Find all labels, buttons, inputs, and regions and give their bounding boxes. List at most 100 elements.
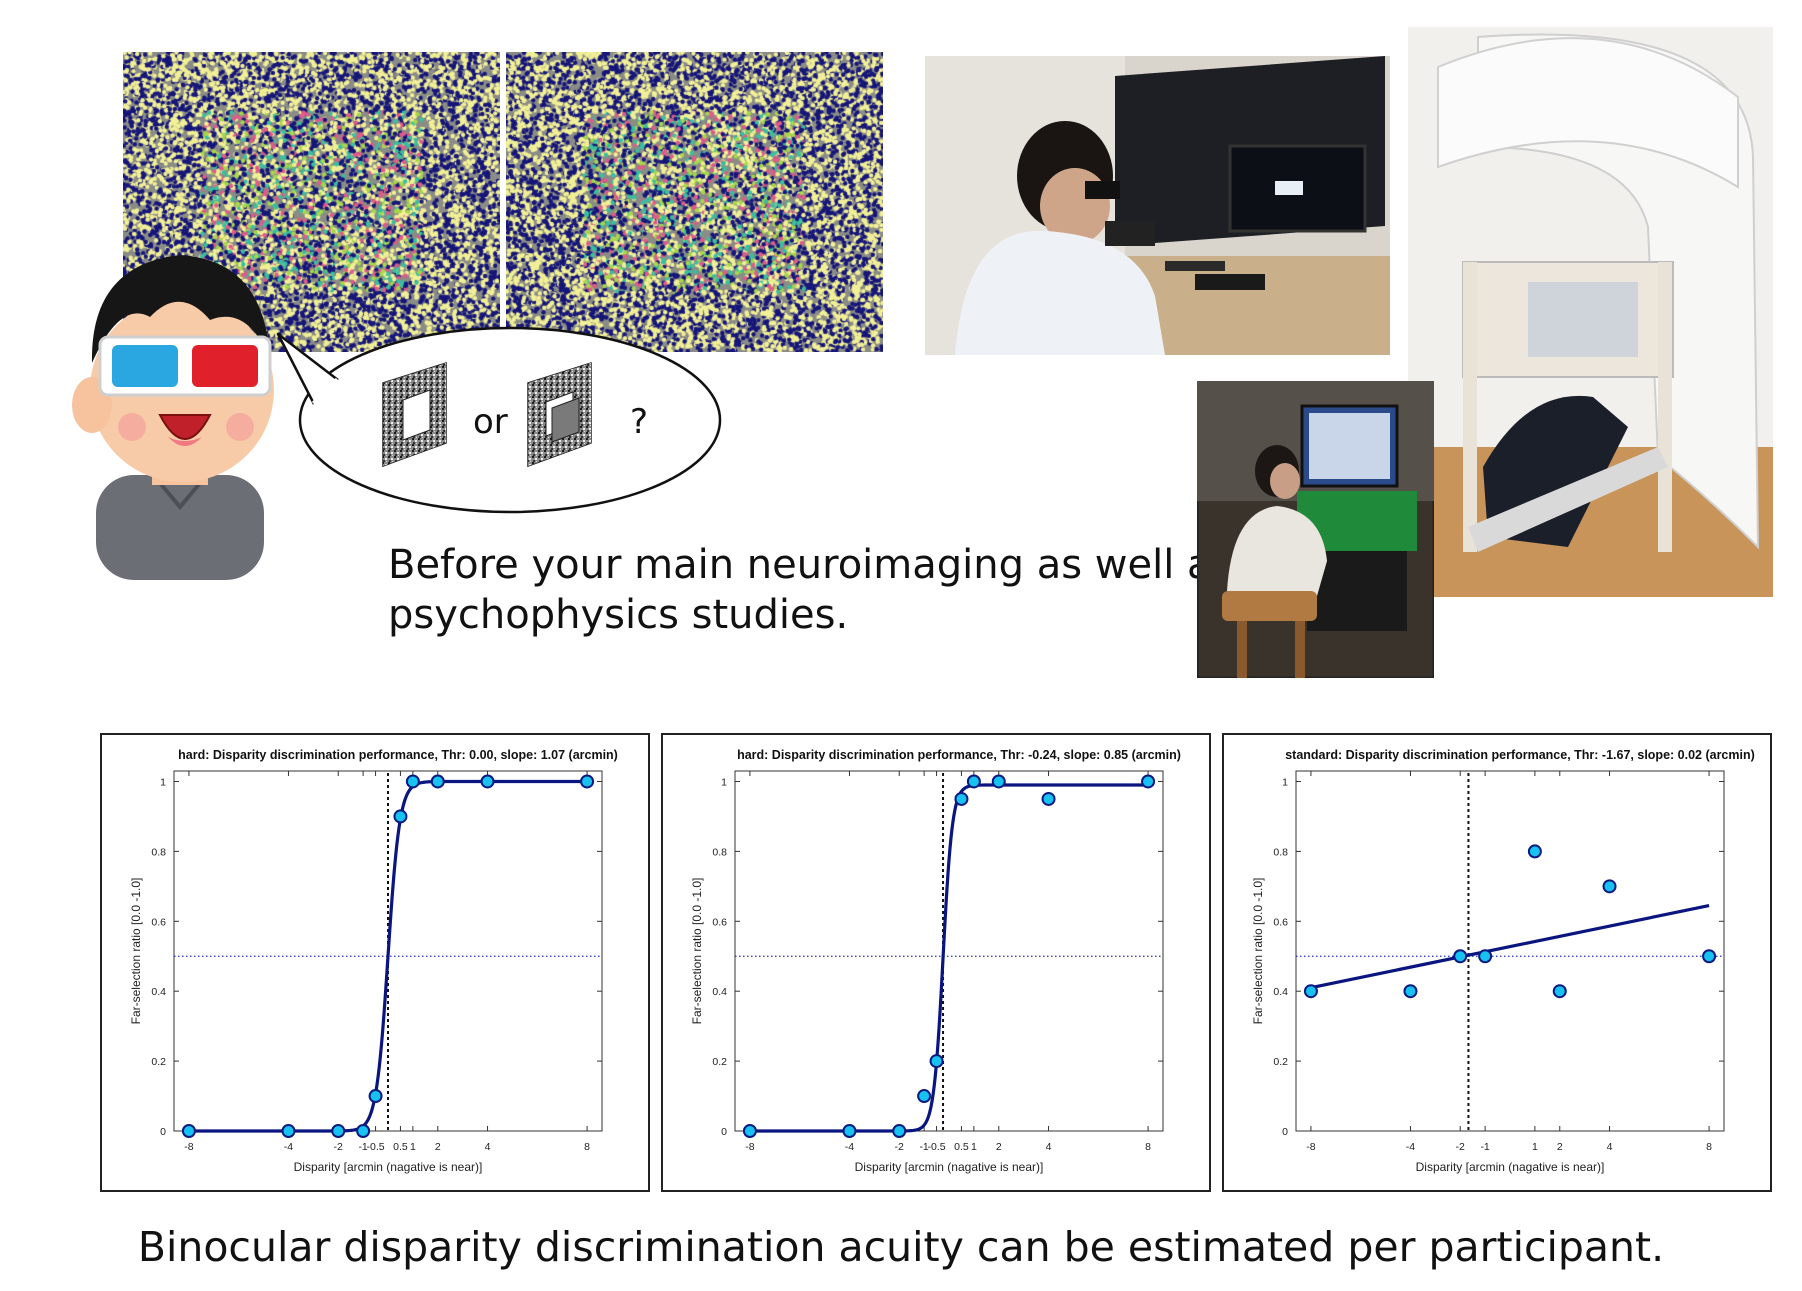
data-point xyxy=(480,774,495,789)
data-point xyxy=(281,1124,296,1138)
plot-axes-box xyxy=(173,770,603,1132)
caption-top-line2: psychophysics studies. xyxy=(388,592,849,638)
plot-title: hard: Disparity discrimination performan… xyxy=(737,748,1181,762)
y-axis-label: Far-selection ratio [0.0 -1.0] xyxy=(129,878,143,1025)
boy-with-3d-glasses-icon xyxy=(72,255,274,580)
y-tick-label: 0.8 xyxy=(712,846,727,858)
data-point xyxy=(1303,984,1318,999)
x-tick-label: -8 xyxy=(745,1141,754,1153)
data-point xyxy=(393,809,408,824)
y-tick-label: 0.4 xyxy=(1273,986,1288,998)
y-tick-label: 0 xyxy=(160,1126,166,1138)
shirt-shape xyxy=(96,475,264,580)
x-tick-label: -8 xyxy=(184,1141,193,1153)
fitted-curve xyxy=(188,779,588,1133)
near-square-stimulus-icon xyxy=(382,361,447,468)
y-axis-label: Far-selection ratio [0.0 -1.0] xyxy=(690,878,704,1025)
data-point xyxy=(1403,984,1418,999)
far-square-stimulus-icon xyxy=(527,361,592,468)
y-tick-label: 1 xyxy=(160,776,166,788)
plot-panel-2: hard: Disparity discrimination performan… xyxy=(661,733,1211,1192)
plot-panel-1: hard: Disparity discrimination performan… xyxy=(100,733,650,1192)
caption-bottom: Binocular disparity discrimination acuit… xyxy=(137,1223,1665,1271)
data-point xyxy=(991,774,1006,789)
caption-top: Before your main neuroimaging as well as… xyxy=(388,540,1232,640)
x-tick-label: -1 xyxy=(1480,1141,1489,1153)
x-axis-label: Disparity [arcmin (nagative is near)] xyxy=(294,1160,483,1174)
data-point xyxy=(917,1089,932,1104)
x-tick-label: 1 xyxy=(971,1141,977,1153)
data-point xyxy=(430,774,445,789)
y-tick-label: 0.8 xyxy=(1273,846,1288,858)
x-tick-label: -0.5 xyxy=(367,1141,385,1153)
y-tick-label: 0.2 xyxy=(151,1056,166,1068)
x-tick-label: -2 xyxy=(1456,1141,1465,1153)
psychometric-plot-2: hard: Disparity discrimination performan… xyxy=(690,748,1181,1174)
plot-axes-box xyxy=(734,770,1164,1132)
glasses-red-lens xyxy=(192,345,258,387)
x-tick-label: 4 xyxy=(1607,1141,1613,1153)
bubble-or-text: or xyxy=(473,402,508,442)
x-tick-label: -4 xyxy=(1406,1141,1415,1153)
x-tick-label: -4 xyxy=(284,1141,293,1153)
x-axis-label: Disparity [arcmin (nagative is near)] xyxy=(1416,1160,1605,1174)
fitted-curve xyxy=(749,783,1149,1133)
x-tick-label: 2 xyxy=(996,1141,1002,1153)
y-tick-label: 0.2 xyxy=(712,1056,727,1068)
x-tick-label: 2 xyxy=(1557,1141,1563,1153)
x-tick-label: -0.5 xyxy=(928,1141,946,1153)
x-tick-label: 2 xyxy=(435,1141,441,1153)
plot-title: hard: Disparity discrimination performan… xyxy=(178,748,618,762)
x-tick-label: 8 xyxy=(1706,1141,1712,1153)
data-point xyxy=(954,791,969,806)
y-tick-label: 1 xyxy=(1282,776,1288,788)
data-point xyxy=(1527,844,1542,859)
data-point xyxy=(405,774,420,789)
data-point xyxy=(742,1124,757,1138)
data-point xyxy=(1702,949,1717,964)
data-point xyxy=(1602,879,1617,894)
x-tick-label: -8 xyxy=(1306,1141,1315,1153)
x-tick-label: 8 xyxy=(584,1141,590,1153)
hair-shape xyxy=(91,255,271,363)
data-point xyxy=(1552,984,1567,999)
x-tick-label: 1 xyxy=(1532,1141,1538,1153)
psychometric-plot-1: hard: Disparity discrimination performan… xyxy=(129,748,618,1174)
x-tick-label: -2 xyxy=(334,1141,343,1153)
y-tick-label: 0.6 xyxy=(712,916,727,928)
data-point xyxy=(368,1089,383,1104)
y-tick-label: 0.6 xyxy=(151,916,166,928)
caption-top-line1: Before your main neuroimaging as well as xyxy=(388,542,1233,588)
x-tick-label: -4 xyxy=(845,1141,854,1153)
speech-bubble: or ? xyxy=(276,326,722,514)
plot-axes-box xyxy=(1295,770,1725,1132)
y-tick-label: 0.4 xyxy=(151,986,166,998)
x-tick-label: 0.5 xyxy=(954,1141,969,1153)
x-axis-label: Disparity [arcmin (nagative is near)] xyxy=(855,1160,1044,1174)
data-point xyxy=(331,1124,346,1138)
data-point xyxy=(892,1124,907,1138)
y-tick-label: 0.4 xyxy=(712,986,727,998)
glasses-blue-lens xyxy=(112,345,178,387)
y-tick-label: 0.8 xyxy=(151,846,166,858)
data-point xyxy=(842,1124,857,1138)
data-point xyxy=(356,1124,371,1138)
y-tick-label: 0.2 xyxy=(1273,1056,1288,1068)
data-point xyxy=(966,774,981,789)
plot-panel-3: standard: Disparity discrimination perfo… xyxy=(1222,733,1772,1192)
plot-title: standard: Disparity discrimination perfo… xyxy=(1285,748,1755,762)
meg-scanner-photo xyxy=(1408,27,1773,597)
y-tick-label: 0 xyxy=(1282,1126,1288,1138)
y-tick-label: 1 xyxy=(721,776,727,788)
data-point xyxy=(181,1124,196,1138)
experiment-station-photo xyxy=(1197,381,1434,678)
fitted-curve xyxy=(1310,903,1710,990)
bubble-question-text: ? xyxy=(630,402,648,442)
data-point xyxy=(1041,791,1056,806)
y-axis-label: Far-selection ratio [0.0 -1.0] xyxy=(1251,878,1265,1025)
stereogram-right-image xyxy=(506,52,883,352)
smiling-mouth xyxy=(158,414,212,440)
data-point xyxy=(1478,949,1493,964)
data-point xyxy=(580,774,595,789)
psychometric-plot-3: standard: Disparity discrimination perfo… xyxy=(1251,748,1755,1174)
